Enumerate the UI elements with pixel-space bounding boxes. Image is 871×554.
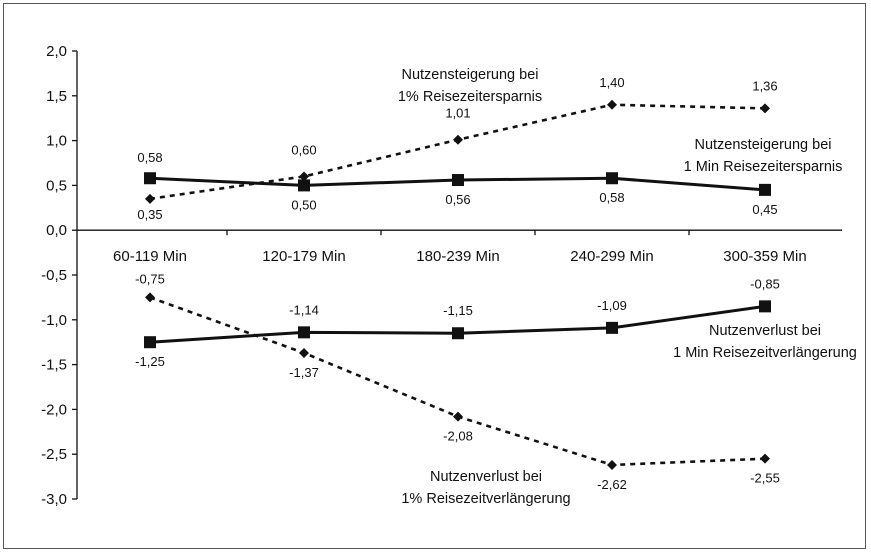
square-marker [606, 321, 618, 334]
data-label: -2,55 [750, 471, 780, 486]
square-marker [144, 336, 156, 349]
data-label: 0,50 [291, 197, 316, 212]
square-marker [759, 300, 771, 313]
chart-frame [3, 3, 866, 549]
data-label: -1,14 [289, 302, 319, 317]
series-annotation: Nutzensteigerung bei [694, 137, 831, 153]
square-marker [452, 174, 464, 187]
square-marker [452, 327, 464, 340]
x-category-label: 240-299 Min [570, 248, 653, 265]
data-label: -1,09 [597, 298, 627, 313]
series-annotation: 1 Min Reisezeitersparnis [684, 159, 843, 175]
series-annotation: 1 Min Reisezeitverlängerung [673, 345, 857, 361]
y-tick-label: -1,0 [41, 312, 67, 329]
diamond-marker [145, 292, 155, 303]
x-category-label: 60-119 Min [113, 248, 187, 265]
data-label: 0,56 [445, 192, 470, 207]
data-label: -0,85 [750, 276, 780, 291]
data-label: 0,58 [599, 190, 624, 205]
y-tick-label: -2,5 [41, 446, 67, 463]
data-label: 0,45 [752, 202, 777, 217]
diamond-marker [453, 134, 463, 145]
square-marker [298, 326, 310, 339]
data-label: -1,25 [135, 354, 165, 369]
diamond-marker [453, 411, 463, 422]
series-annotation: Nutzensteigerung bei [401, 67, 538, 83]
y-tick-label: -3,0 [41, 491, 67, 508]
series-annotation: 1% Reisezeitersparnis [398, 89, 542, 105]
series-annotation: Nutzenverlust bei [709, 323, 821, 339]
y-tick-label: 1,5 [46, 88, 67, 105]
data-label: -0,75 [135, 271, 165, 286]
square-marker [298, 179, 310, 192]
diamond-marker [760, 453, 770, 464]
y-tick-label: 2,0 [46, 43, 67, 60]
data-label: -2,62 [597, 477, 627, 492]
x-category-label: 300-359 Min [723, 248, 806, 265]
y-tick-label: 1,0 [46, 133, 67, 150]
square-marker [144, 172, 156, 185]
square-marker [606, 172, 618, 185]
data-label: 1,40 [599, 75, 624, 90]
series-annotation: 1% Reisezeitverlängerung [401, 491, 570, 507]
diamond-marker [299, 347, 309, 358]
diamond-marker [760, 103, 770, 114]
y-tick-label: -1,5 [41, 357, 67, 374]
data-label: 0,58 [137, 150, 162, 165]
x-category-label: 120-179 Min [262, 248, 345, 265]
data-label: -1,15 [443, 303, 473, 318]
diamond-marker [607, 459, 617, 470]
y-tick-label: -2,0 [41, 401, 67, 418]
square-marker [759, 183, 771, 196]
data-label: 1,36 [752, 78, 777, 93]
data-label: 0,60 [291, 142, 316, 157]
x-category-label: 180-239 Min [416, 248, 499, 265]
diamond-marker [145, 193, 155, 204]
y-tick-label: -0,5 [41, 267, 67, 284]
data-label: 1,01 [445, 106, 470, 121]
y-tick-label: 0,0 [46, 222, 67, 239]
data-label: -2,08 [443, 429, 473, 444]
data-label: -1,37 [289, 365, 319, 380]
diamond-marker [299, 171, 309, 182]
series-annotation: Nutzenverlust bei [430, 469, 542, 485]
y-tick-label: 0,5 [46, 177, 67, 194]
diamond-marker [607, 99, 617, 110]
data-label: 0,35 [137, 207, 162, 222]
